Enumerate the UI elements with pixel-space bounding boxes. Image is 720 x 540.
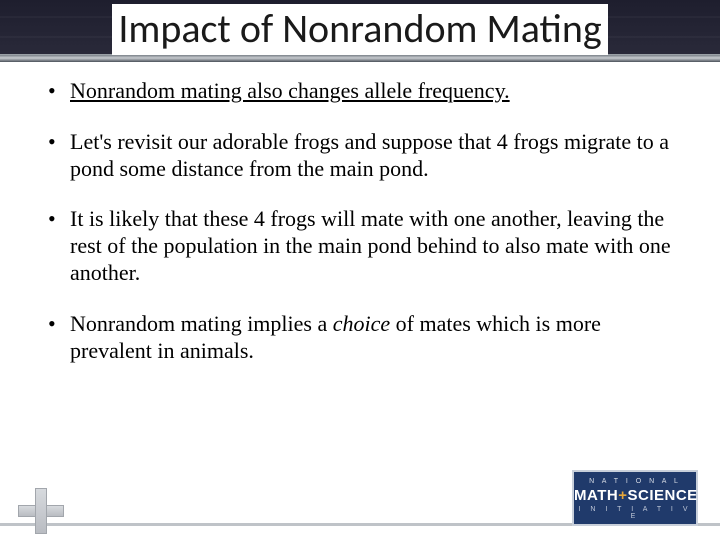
- bullet-item: Nonrandom mating implies a choice of mat…: [48, 311, 672, 365]
- logo-line2: MATH+SCIENCE: [574, 487, 696, 504]
- bullet-text: It is likely that these 4 frogs will mat…: [70, 206, 671, 285]
- logo-science: SCIENCE: [627, 487, 697, 504]
- logo-math: MATH: [574, 487, 618, 504]
- plus-vertical: [35, 488, 47, 534]
- slide-title-wrap: Impact of Nonrandom Mating: [0, 4, 720, 55]
- logo-line3: I N I T I A T I V E: [574, 506, 696, 520]
- header-underline: [0, 54, 720, 62]
- bullet-text-emphasis: choice: [333, 311, 390, 336]
- logo-line1: N A T I O N A L: [574, 478, 696, 485]
- nms-logo: N A T I O N A L MATH+SCIENCE I N I T I A…: [572, 470, 698, 526]
- bullet-item: It is likely that these 4 frogs will mat…: [48, 206, 672, 286]
- content-area: Nonrandom mating also changes allele fre…: [48, 78, 672, 389]
- bullet-text: Let's revisit our adorable frogs and sup…: [70, 129, 669, 181]
- bullet-item: Nonrandom mating also changes allele fre…: [48, 78, 672, 105]
- bullet-text-underlined: Nonrandom mating also changes allele fre…: [70, 78, 510, 103]
- footer-plus-icon: [18, 488, 64, 534]
- slide-title: Impact of Nonrandom Mating: [112, 4, 607, 55]
- bullet-item: Let's revisit our adorable frogs and sup…: [48, 129, 672, 183]
- bullet-text-pre: Nonrandom mating implies a: [70, 311, 333, 336]
